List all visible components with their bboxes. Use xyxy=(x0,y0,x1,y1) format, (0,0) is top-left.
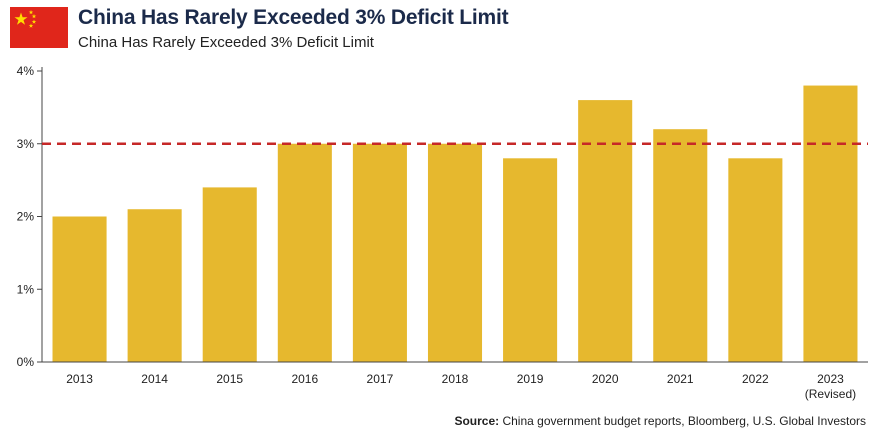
bar-chart: 0% 1% 2% 3% 4% 2013 2014 2015 2016 2017 2018 2019 20… xyxy=(17,64,868,401)
x-tick-label: 2018 xyxy=(442,372,469,386)
bar-2014 xyxy=(127,209,182,362)
x-tick-label: 2013 xyxy=(66,372,93,386)
x-tick-label: 2023 xyxy=(817,372,844,386)
chart-title: China Has Rarely Exceeded 3% Deficit Lim… xyxy=(78,6,509,29)
x-tick-label: 2022 xyxy=(742,372,769,386)
x-tick-sublabel: (Revised) xyxy=(805,387,856,401)
bar-2013 xyxy=(52,216,107,362)
y-tick-label: 2% xyxy=(17,210,35,224)
x-tick-label: 2020 xyxy=(592,372,619,386)
chart-subtitle: China Has Rarely Exceeded 3% Deficit Lim… xyxy=(78,34,374,51)
x-tick-label: 2019 xyxy=(517,372,544,386)
bar-2018 xyxy=(427,143,483,362)
source-note: Source: China government budget reports,… xyxy=(454,414,866,428)
x-tick-label: 2015 xyxy=(216,372,243,386)
chart-header: China Has Rarely Exceeded 3% Deficit Lim… xyxy=(0,0,880,60)
bar-2023 xyxy=(803,85,858,363)
bar-2022 xyxy=(728,158,783,362)
bar-2015 xyxy=(202,187,257,362)
y-tick-label: 1% xyxy=(17,282,35,296)
bar-2017 xyxy=(352,143,407,362)
y-tick-label: 4% xyxy=(17,64,35,78)
bar-2020 xyxy=(578,100,633,362)
x-tick-label: 2017 xyxy=(367,372,394,386)
x-tick-label: 2021 xyxy=(667,372,694,386)
bar-2016 xyxy=(277,143,332,362)
china-flag-icon xyxy=(10,7,68,48)
source-text: China government budget reports, Bloombe… xyxy=(502,414,866,428)
bar-2021 xyxy=(653,129,708,362)
x-tick-label: 2014 xyxy=(141,372,168,386)
source-label: Source: xyxy=(454,414,500,428)
y-tick-label: 3% xyxy=(17,137,35,151)
y-tick-label: 0% xyxy=(17,355,35,369)
x-tick-label: 2016 xyxy=(291,372,318,386)
bar-2019 xyxy=(503,158,558,362)
